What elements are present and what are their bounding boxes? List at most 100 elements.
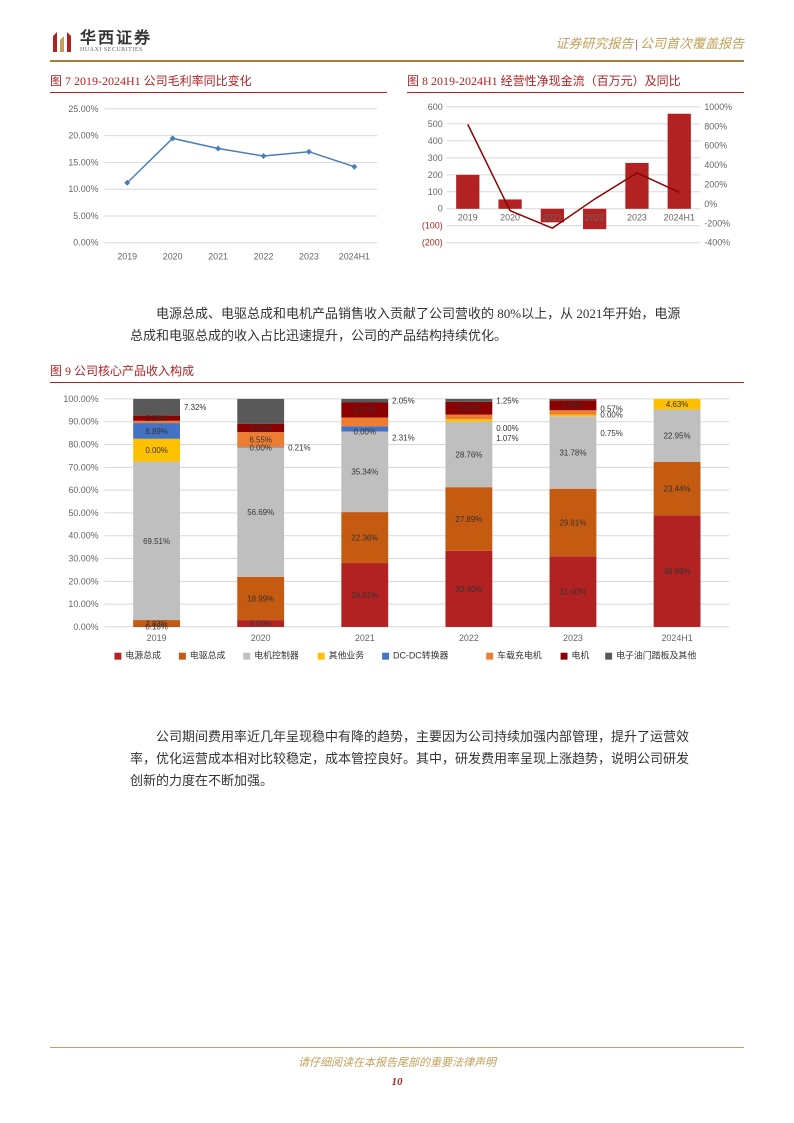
svg-text:车载充电机: 车载充电机 bbox=[497, 649, 542, 660]
paragraph-2: 公司期间费用率近几年呈现稳中有降的趋势，主要因为公司持续加强内部管理，提升了运营… bbox=[130, 726, 690, 792]
svg-text:2022: 2022 bbox=[459, 632, 479, 642]
svg-text:2024H1: 2024H1 bbox=[339, 252, 370, 262]
logo: 华西证券 HUAXI SECURITIES bbox=[50, 30, 152, 54]
svg-text:2024H1: 2024H1 bbox=[664, 213, 695, 223]
svg-text:600: 600 bbox=[428, 102, 443, 112]
svg-text:5.63%: 5.63% bbox=[458, 404, 480, 413]
svg-text:2024H1: 2024H1 bbox=[661, 632, 692, 642]
svg-text:2019: 2019 bbox=[458, 213, 478, 223]
svg-text:400%: 400% bbox=[704, 160, 727, 170]
svg-text:2020: 2020 bbox=[251, 632, 271, 642]
svg-text:50.00%: 50.00% bbox=[68, 508, 98, 518]
svg-text:29.61%: 29.61% bbox=[560, 518, 587, 527]
svg-text:2022: 2022 bbox=[585, 213, 605, 223]
chart7-title: 图 7 2019-2024H1 公司毛利率同比变化 bbox=[50, 72, 387, 93]
svg-text:2019: 2019 bbox=[147, 632, 167, 642]
svg-text:600%: 600% bbox=[704, 141, 727, 151]
svg-text:70.00%: 70.00% bbox=[68, 462, 98, 472]
svg-text:400: 400 bbox=[428, 136, 443, 146]
svg-text:31.78%: 31.78% bbox=[560, 448, 587, 457]
svg-text:3.58%: 3.58% bbox=[249, 424, 271, 433]
svg-text:28.01%: 28.01% bbox=[351, 591, 378, 600]
svg-text:69.51%: 69.51% bbox=[143, 536, 170, 545]
svg-text:28.76%: 28.76% bbox=[455, 450, 482, 459]
svg-text:0.00%: 0.00% bbox=[496, 424, 518, 433]
svg-text:800%: 800% bbox=[704, 121, 727, 131]
svg-text:0.00%: 0.00% bbox=[145, 446, 167, 455]
svg-text:40.00%: 40.00% bbox=[68, 530, 98, 540]
svg-text:2.28%: 2.28% bbox=[145, 414, 167, 423]
svg-text:200: 200 bbox=[428, 170, 443, 180]
svg-text:电机: 电机 bbox=[571, 649, 589, 660]
svg-text:200%: 200% bbox=[704, 179, 727, 189]
chart9-svg: 0.00% 10.00% 20.00% 30.00% 40.00% 50.00% 60.00… bbox=[50, 389, 744, 677]
svg-text:7.32%: 7.32% bbox=[184, 403, 206, 412]
svg-text:10.00%: 10.00% bbox=[68, 184, 98, 194]
logo-text-cn: 华西证券 bbox=[80, 31, 152, 47]
svg-text:100: 100 bbox=[428, 187, 443, 197]
footer-rule bbox=[50, 1047, 744, 1048]
logo-icon bbox=[50, 30, 74, 54]
svg-text:2.31%: 2.31% bbox=[392, 433, 414, 442]
footer-text: 请仔细阅读在本报告尾部的重要法律声明 bbox=[0, 1054, 794, 1070]
svg-text:18.99%: 18.99% bbox=[247, 594, 274, 603]
svg-text:20.00%: 20.00% bbox=[68, 576, 98, 586]
svg-text:300: 300 bbox=[428, 153, 443, 163]
svg-text:电驱总成: 电驱总成 bbox=[190, 649, 226, 660]
paragraph-1: 电源总成、电驱总成和电机产品销售收入贡献了公司营收的 80%以上，从 2021年… bbox=[130, 303, 690, 347]
chart9-title: 图 9 公司核心产品收入构成 bbox=[50, 362, 744, 383]
svg-text:2021: 2021 bbox=[542, 213, 562, 223]
svg-text:4.39%: 4.39% bbox=[562, 401, 584, 410]
svg-text:48.99%: 48.99% bbox=[664, 567, 691, 576]
svg-text:33.40%: 33.40% bbox=[455, 585, 482, 594]
header-right-b: 公司首次覆盖报告 bbox=[640, 36, 744, 51]
chart7-svg: 0.00%5.00%10.00%15.00%20.00%25.00%201920… bbox=[50, 99, 387, 268]
svg-text:-200%: -200% bbox=[704, 218, 730, 228]
svg-text:0.00%: 0.00% bbox=[73, 622, 98, 632]
svg-text:27.89%: 27.89% bbox=[455, 515, 482, 524]
chart8-title: 图 8 2019-2024H1 经营性净现金流（百万元）及同比 bbox=[407, 72, 744, 93]
svg-text:20.00%: 20.00% bbox=[68, 131, 98, 141]
chart8-svg: (200)(100)0100200300400500600-400%-200%0… bbox=[407, 99, 744, 268]
svg-text:0.00%: 0.00% bbox=[249, 443, 271, 452]
svg-text:电源总成: 电源总成 bbox=[125, 649, 161, 660]
svg-text:DC-DC转换器: DC-DC转换器 bbox=[393, 649, 449, 660]
svg-text:2021: 2021 bbox=[355, 632, 375, 642]
svg-text:90.00%: 90.00% bbox=[68, 416, 98, 426]
svg-text:100.00%: 100.00% bbox=[63, 394, 98, 404]
svg-text:-400%: -400% bbox=[704, 238, 730, 248]
svg-text:2019: 2019 bbox=[117, 252, 137, 262]
svg-text:23.44%: 23.44% bbox=[664, 484, 691, 493]
svg-text:2023: 2023 bbox=[627, 213, 647, 223]
svg-text:2023: 2023 bbox=[299, 252, 319, 262]
svg-text:1000%: 1000% bbox=[704, 102, 732, 112]
page-header: 华西证券 HUAXI SECURITIES 证券研究报告|公司首次覆盖报告 bbox=[50, 30, 744, 62]
svg-text:0%: 0% bbox=[704, 199, 717, 209]
svg-text:4.63%: 4.63% bbox=[666, 400, 688, 409]
svg-text:0.18%: 0.18% bbox=[145, 622, 167, 631]
svg-text:2.05%: 2.05% bbox=[392, 396, 414, 405]
svg-text:其他业务: 其他业务 bbox=[329, 649, 365, 660]
svg-text:10.00%: 10.00% bbox=[68, 599, 98, 609]
svg-text:60.00%: 60.00% bbox=[68, 485, 98, 495]
svg-text:22.95%: 22.95% bbox=[664, 431, 691, 440]
svg-text:1.07%: 1.07% bbox=[496, 434, 518, 443]
svg-text:1.25%: 1.25% bbox=[496, 396, 518, 405]
svg-text:2022: 2022 bbox=[254, 252, 274, 262]
svg-text:30.00%: 30.00% bbox=[68, 553, 98, 563]
svg-text:56.69%: 56.69% bbox=[247, 508, 274, 517]
page-number: 10 bbox=[0, 1076, 794, 1088]
svg-text:2021: 2021 bbox=[208, 252, 228, 262]
header-right-a: 证券研究报告 bbox=[555, 36, 633, 51]
logo-text-en: HUAXI SECURITIES bbox=[80, 47, 152, 53]
svg-text:6.89%: 6.89% bbox=[145, 427, 167, 436]
page-footer: 请仔细阅读在本报告尾部的重要法律声明 10 bbox=[0, 1047, 794, 1088]
svg-text:0.57%: 0.57% bbox=[600, 404, 622, 413]
svg-text:0.21%: 0.21% bbox=[288, 443, 310, 452]
svg-text:5.00%: 5.00% bbox=[73, 211, 98, 221]
svg-text:31.00%: 31.00% bbox=[560, 587, 587, 596]
svg-text:电机控制器: 电机控制器 bbox=[254, 649, 299, 660]
svg-text:35.34%: 35.34% bbox=[351, 467, 378, 476]
chart9-container: 图 9 公司核心产品收入构成 0.00% 10.00% 20.00% 30.00% 40… bbox=[50, 362, 744, 702]
svg-text:22.36%: 22.36% bbox=[351, 533, 378, 542]
